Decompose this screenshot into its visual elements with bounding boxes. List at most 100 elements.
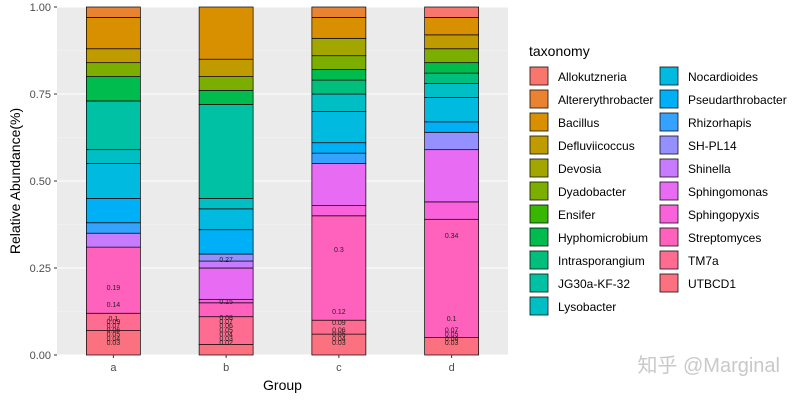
bar-value-label: 0.07 (219, 319, 233, 326)
bar-segment (424, 218, 479, 338)
bar-segment (198, 316, 254, 345)
bar-segment (311, 55, 367, 70)
bar-segment (198, 90, 254, 105)
legend-label: TM7a (688, 254, 719, 268)
bar-value-label: 0.15 (219, 299, 233, 306)
bar-value-label: 0.02 (219, 340, 233, 347)
bar-segment (86, 198, 141, 224)
bar-segment (424, 97, 479, 123)
bar-value-label: 0.06 (107, 327, 121, 334)
legend-key-swatch (529, 158, 549, 178)
bar-value-label: 0.19 (107, 285, 121, 292)
x-tick-label: d (449, 362, 455, 374)
bar-segment (311, 142, 367, 154)
bar-segment (424, 6, 479, 18)
legend-key-swatch (529, 112, 549, 132)
bar-value-label: 0.05 (445, 332, 459, 339)
bar-value-label: 0.05 (107, 332, 121, 339)
bar-segment (198, 208, 254, 231)
legend-label: UTBCD1 (688, 277, 736, 291)
bar-segment (86, 62, 141, 77)
bar-segment (198, 198, 254, 210)
legend-key-swatch (659, 158, 679, 178)
legend-key-swatch (659, 250, 679, 270)
legend-key-swatch (529, 181, 549, 201)
legend-label: Lysobacter (558, 300, 616, 314)
bar-value-label: 0.04 (445, 336, 459, 343)
x-axis-title: Group (263, 377, 302, 393)
bar-segment (198, 104, 254, 199)
bar-segment (86, 48, 141, 64)
legend-label: JG30a-KF-32 (558, 277, 630, 291)
bar-segment (311, 111, 367, 144)
bar-segment (86, 76, 141, 102)
y-tick-label: 1.00 (30, 2, 51, 14)
legend-label: Hyphomicrobium (558, 231, 648, 245)
legend-label: Intrasporangium (558, 254, 645, 268)
bar-segment (424, 17, 479, 36)
bar-segment (311, 37, 367, 57)
legend-label: Streptomyces (688, 231, 761, 245)
bar-segment (311, 215, 367, 321)
bar-segment (86, 163, 141, 199)
legend-key-swatch (659, 112, 679, 132)
y-axis-title: Relative Abundance(%) (7, 108, 23, 254)
legend-key-swatch (529, 296, 549, 316)
bar-value-label: 0.03 (445, 340, 459, 347)
bar-value-label: 0.34 (445, 233, 459, 240)
bar-value-label: 0.08 (219, 315, 233, 322)
bar-value-label: 0.09 (107, 319, 121, 326)
bar-value-label: 0.04 (332, 336, 346, 343)
bar-segment (424, 34, 479, 50)
bar-segment (86, 246, 141, 314)
legend-key-swatch (659, 89, 679, 109)
bar-segment (424, 201, 479, 220)
legend-key-swatch (659, 66, 679, 86)
bar-value-label: 0.05 (332, 332, 346, 339)
legend-label: Altererythrobacter (558, 93, 653, 107)
bar-segment (311, 69, 367, 81)
bar-value-label: 0.12 (332, 309, 346, 316)
bar-value-label: 0.27 (219, 257, 233, 264)
bar-segment (311, 205, 367, 217)
bar-value-label: 0.03 (332, 340, 346, 347)
bar-segment (198, 229, 254, 255)
bar-segment (424, 149, 479, 203)
legend-key-swatch (529, 66, 549, 86)
legend-label: Sphingomonas (688, 185, 768, 199)
legend-key-swatch (529, 135, 549, 155)
bar-segment (198, 58, 254, 77)
legend-key-swatch (529, 204, 549, 224)
bar-segment (198, 267, 254, 300)
bar-value-label: 0.06 (332, 327, 346, 334)
bar-value-label: 0.04 (107, 336, 121, 343)
bar-segment (198, 6, 254, 60)
legend-key-swatch (529, 273, 549, 293)
bar-value-label: 0.1 (447, 316, 457, 323)
bar-segment (424, 72, 479, 84)
legend-key-swatch (529, 89, 549, 109)
legend-title: taxonomy (529, 43, 590, 59)
legend-label: Rhizorhapis (688, 116, 751, 130)
legend-label: Defluviicoccus (558, 139, 635, 153)
bar-segment (86, 100, 141, 151)
bar-segment (86, 232, 141, 248)
legend-key-swatch (659, 273, 679, 293)
legend-key-swatch (659, 181, 679, 201)
bar-value-label: 0.09 (332, 320, 346, 327)
bar-value-label: 0.14 (107, 302, 121, 309)
bar-segment (424, 48, 479, 64)
legend-label: Sphingopyxis (688, 208, 759, 222)
bar-segment (311, 6, 367, 18)
legend-label: Nocardioides (688, 70, 758, 84)
bar-segment (424, 121, 479, 133)
bar-segment (311, 79, 367, 95)
bar-value-label: 0.06 (219, 323, 233, 330)
bar-segment (424, 131, 479, 151)
legend-key-swatch (529, 227, 549, 247)
legend-key-swatch (529, 250, 549, 270)
bar-segment (424, 62, 479, 74)
legend-key-swatch (659, 227, 679, 247)
